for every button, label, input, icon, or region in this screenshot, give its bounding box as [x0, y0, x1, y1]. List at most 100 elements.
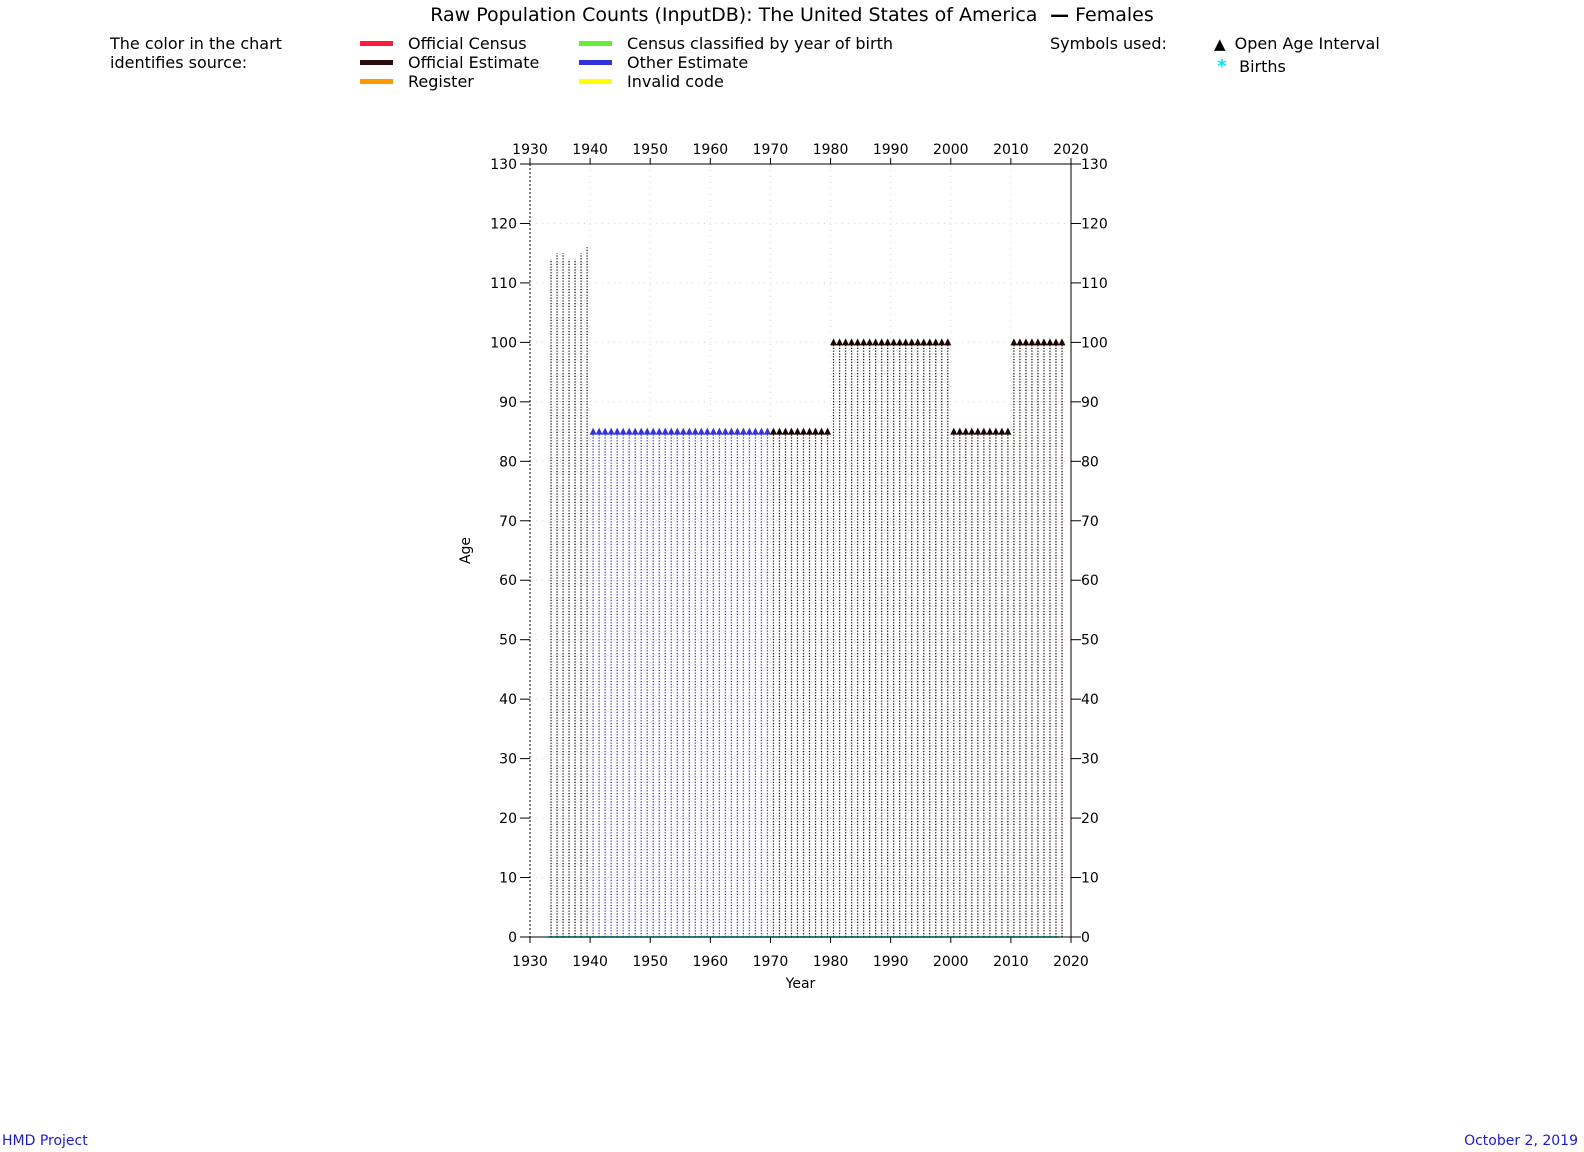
open-age-marker — [818, 427, 826, 435]
open-age-marker — [751, 427, 759, 435]
symbol-legend-label: Open Age Interval — [1234, 34, 1380, 53]
open-age-marker — [824, 427, 832, 435]
open-age-marker — [637, 427, 645, 435]
x-tick-label: 1960 — [693, 954, 729, 970]
open-age-marker — [848, 338, 856, 346]
open-age-marker — [800, 427, 808, 435]
y-tick-label: 130 — [490, 157, 517, 173]
legend-swatch — [360, 41, 393, 46]
open-age-marker — [908, 338, 916, 346]
open-age-marker — [902, 338, 910, 346]
y-tick-label-right: 130 — [1081, 157, 1108, 173]
y-tick-label: 0 — [508, 930, 517, 946]
open-age-marker — [589, 427, 597, 435]
y-tick-label-right: 70 — [1081, 514, 1099, 530]
symbols-legend-intro: Symbols used: — [1050, 34, 1167, 53]
y-tick-label-right: 120 — [1081, 216, 1108, 232]
open-age-marker — [860, 338, 868, 346]
chart-title-text: Raw Population Counts (InputDB): The Uni… — [430, 4, 1038, 26]
open-age-marker — [938, 338, 946, 346]
x-tick-label-top: 2000 — [933, 142, 969, 158]
color-legend-intro-line: identifies source: — [110, 53, 248, 72]
x-tick-label-top: 2010 — [993, 142, 1029, 158]
open-age-marker — [787, 427, 795, 435]
color-legend-intro: The color in the chart identifies source… — [110, 34, 282, 72]
y-tick-label-right: 80 — [1081, 454, 1099, 470]
legend-swatch — [360, 60, 393, 65]
color-legend-intro-line: The color in the chart — [110, 34, 282, 53]
chart-title: Raw Population Counts (InputDB): The Uni… — [0, 4, 1584, 26]
open-age-marker — [745, 427, 753, 435]
y-tick-label-right: 50 — [1081, 633, 1099, 649]
legend-label: Invalid code — [627, 72, 724, 91]
open-age-marker — [739, 427, 747, 435]
open-age-marker — [1058, 338, 1066, 346]
open-age-marker — [944, 338, 952, 346]
legend-swatch — [579, 60, 612, 65]
grid-lines — [530, 164, 1071, 937]
x-tick-label: 1990 — [873, 954, 909, 970]
open-age-marker — [727, 427, 735, 435]
legend-label: Census classified by year of birth — [627, 34, 893, 53]
open-age-marker — [769, 427, 777, 435]
open-age-marker — [619, 427, 627, 435]
y-tick-label: 70 — [499, 514, 517, 530]
open-age-marker — [775, 427, 783, 435]
open-age-marker — [1046, 338, 1054, 346]
legend-swatch — [360, 79, 393, 84]
open-age-marker — [649, 427, 657, 435]
y-tick-label: 100 — [490, 335, 517, 351]
open-age-marker — [1004, 427, 1012, 435]
x-tick-label-top: 1950 — [632, 142, 668, 158]
symbol-legend-open-age: ▲ Open Age Interval — [1214, 34, 1380, 54]
y-tick-label: 50 — [499, 633, 517, 649]
y-tick-label-right: 10 — [1081, 871, 1099, 887]
open-age-marker — [1052, 338, 1060, 346]
open-age-marker — [631, 427, 639, 435]
open-age-marker — [595, 427, 603, 435]
open-age-marker — [992, 427, 1000, 435]
y-axis-title: Age — [458, 537, 474, 564]
open-age-marker — [812, 427, 820, 435]
y-tick-label-right: 30 — [1081, 752, 1099, 768]
x-tick-label: 2000 — [933, 954, 969, 970]
asterisk-icon: * — [1217, 56, 1227, 77]
open-age-marker — [703, 427, 711, 435]
open-age-marker — [878, 338, 886, 346]
legend-label: Register — [408, 72, 474, 91]
x-tick-label: 2020 — [1053, 954, 1089, 970]
y-tick-label: 110 — [490, 276, 517, 292]
y-tick-label-right: 100 — [1081, 335, 1108, 351]
open-age-marker — [793, 427, 801, 435]
symbol-legend-births: * Births — [1214, 57, 1286, 76]
open-age-marker — [709, 427, 717, 435]
y-tick-label-right: 90 — [1081, 395, 1099, 411]
open-age-marker — [866, 338, 874, 346]
open-age-marker — [721, 427, 729, 435]
open-age-marker — [715, 427, 723, 435]
symbol-legend-label: Births — [1239, 57, 1286, 76]
y-tick-label: 120 — [490, 216, 517, 232]
y-tick-label: 10 — [499, 871, 517, 887]
open-age-marker — [781, 427, 789, 435]
chart-title-sex: Females — [1075, 4, 1154, 26]
open-age-marker — [1034, 338, 1042, 346]
x-tick-label: 1940 — [572, 954, 608, 970]
open-age-marker — [613, 427, 621, 435]
open-age-marker — [998, 427, 1006, 435]
open-age-marker — [763, 427, 771, 435]
x-tick-label: 2010 — [993, 954, 1029, 970]
open-age-marker — [854, 338, 862, 346]
ticks — [520, 158, 1081, 943]
triangle-icon: ▲ — [1214, 35, 1226, 53]
open-age-marker — [962, 427, 970, 435]
open-age-marker — [980, 427, 988, 435]
y-tick-label: 60 — [499, 573, 517, 589]
x-tick-label-top: 1930 — [512, 142, 548, 158]
x-tick-label-top: 1970 — [753, 142, 789, 158]
open-age-marker — [806, 427, 814, 435]
y-tick-label-right: 60 — [1081, 573, 1099, 589]
legend-swatch — [579, 41, 612, 46]
open-age-marker — [1010, 338, 1018, 346]
open-age-marker — [691, 427, 699, 435]
